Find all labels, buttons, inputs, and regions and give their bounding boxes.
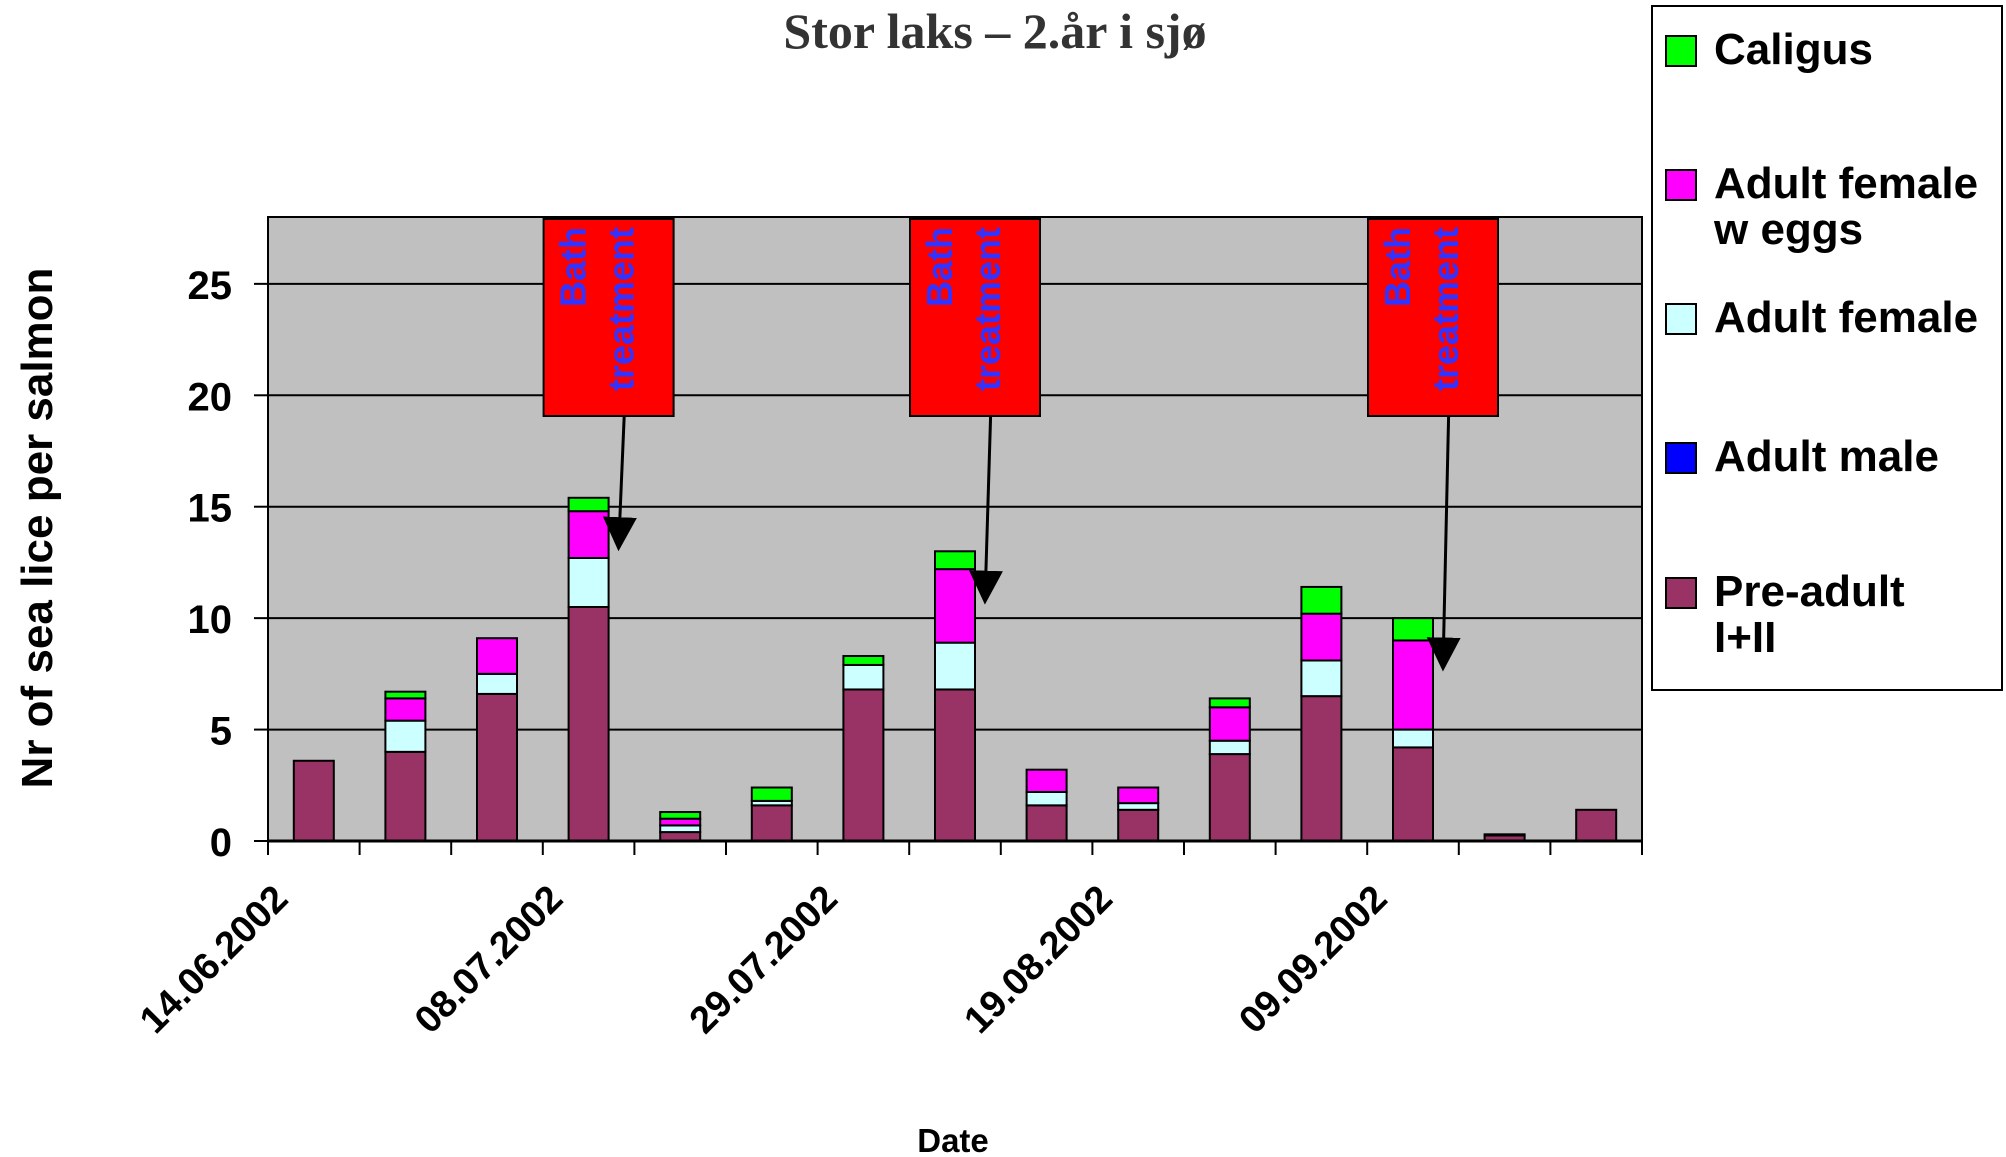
bar-segment <box>1575 808 1618 842</box>
bar-segment <box>1300 612 1343 662</box>
bar-segment <box>934 688 976 843</box>
annotation-box <box>542 218 675 417</box>
bar-segment <box>1392 617 1434 642</box>
legend-swatch <box>1665 303 1697 335</box>
annotation-arrow <box>968 415 1003 605</box>
x-tick-label: 29.07.2002 <box>682 878 846 1042</box>
bar-segment <box>476 672 518 695</box>
legend-label-line2: I+II <box>1714 613 1776 662</box>
annotation-box <box>1367 218 1499 417</box>
legend-label: Adult female <box>1714 159 1978 208</box>
bar-segment <box>476 637 518 675</box>
bar-segment <box>1392 746 1434 843</box>
bar-segment <box>659 817 702 827</box>
bar-segment <box>934 550 976 571</box>
x-tick-label: 14.06.2002 <box>132 878 296 1042</box>
annotation-box <box>909 218 1041 417</box>
bar-segment <box>1025 790 1068 807</box>
legend-swatch <box>1665 577 1697 609</box>
bar-segment <box>292 759 335 842</box>
bar-stacks <box>292 496 1618 843</box>
annotation-text-line2: treatment <box>967 227 1008 391</box>
bar-segment <box>567 556 610 609</box>
annotations: Bath treatment Bath treatment Bath treatment <box>542 218 1499 672</box>
bar-segment <box>567 496 610 513</box>
bar-segment <box>1300 695 1343 843</box>
legend-swatch <box>1665 442 1697 474</box>
y-tick-label: 5 <box>210 710 232 754</box>
annotation-text-line2: treatment <box>601 227 642 391</box>
bar-segment <box>476 692 518 843</box>
bar-segment <box>1025 768 1068 793</box>
bar-segment <box>1117 802 1160 811</box>
bar-segment <box>750 804 793 842</box>
annotation-text-line1: Bath <box>919 227 960 307</box>
bar-segment <box>567 510 610 559</box>
y-axis-label: Nr of sea lice per salmon <box>13 268 62 789</box>
annotation-text-line1: Bath <box>1377 227 1418 307</box>
bar-segment <box>1392 728 1434 749</box>
bar-segment <box>934 641 976 691</box>
bar-segment <box>567 606 610 842</box>
bar-segment <box>1025 804 1068 842</box>
legend-label: Caligus <box>1714 25 1873 74</box>
bar-segment <box>1208 739 1251 756</box>
bar-segment <box>384 697 427 722</box>
bar-segment <box>1483 833 1526 837</box>
bar-segment <box>384 690 427 700</box>
bar-segment <box>1117 808 1160 842</box>
y-tick-label: 10 <box>188 598 233 642</box>
bar-segment <box>842 655 885 666</box>
annotation-text-line1: Bath <box>553 227 594 307</box>
legend-label: Adult male <box>1714 432 1939 481</box>
bar-segment <box>842 663 885 691</box>
x-tick-label: 09.09.2002 <box>1231 878 1395 1042</box>
x-axis-label: Date <box>917 1122 989 1157</box>
bar-segment <box>659 811 702 820</box>
legend-swatch <box>1665 35 1697 67</box>
bar-segment <box>842 688 885 843</box>
bar-segment <box>1392 639 1434 731</box>
annotation-text-line2: treatment <box>1425 227 1466 391</box>
y-tick-label: 25 <box>188 264 233 308</box>
y-tick-label: 0 <box>210 821 232 865</box>
bar-segment <box>1117 786 1160 805</box>
bar-segment <box>750 786 793 802</box>
bar-segment <box>1300 659 1343 698</box>
bar-segment <box>934 568 976 644</box>
x-tick-label: 08.07.2002 <box>407 878 571 1042</box>
annotation-arrow <box>602 415 637 552</box>
legend-box <box>1651 5 2003 691</box>
bar-segment <box>384 719 427 753</box>
annotation-arrow <box>1426 415 1461 672</box>
chart-title: Stor laks – 2.år i sjø <box>783 3 1206 59</box>
y-tick-label: 20 <box>188 375 233 419</box>
bar-segment <box>659 824 702 834</box>
legend-label: Pre-adult <box>1714 567 1905 616</box>
bar-segment <box>1300 585 1343 615</box>
legend-label-line2: w eggs <box>1713 205 1863 254</box>
bar-segment <box>1208 706 1251 742</box>
bar-segment <box>384 750 427 842</box>
bar-segment <box>1208 753 1251 842</box>
y-tick-label: 15 <box>188 487 233 531</box>
legend-label: Adult female <box>1714 293 1978 342</box>
x-tick-label: 19.08.2002 <box>957 878 1121 1042</box>
bar-segment <box>1208 697 1251 709</box>
legend-swatch <box>1665 169 1697 201</box>
